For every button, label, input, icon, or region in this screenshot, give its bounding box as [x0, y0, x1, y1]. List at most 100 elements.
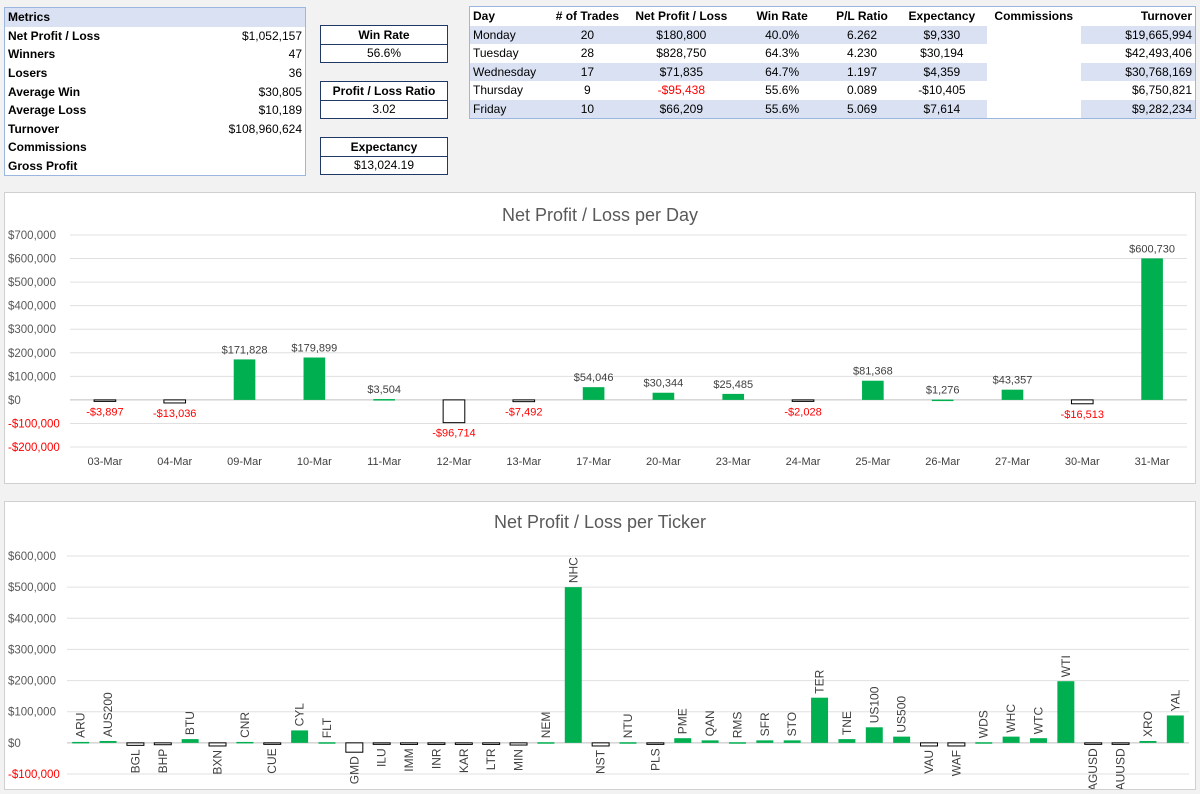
data-label: -$96,714	[432, 428, 475, 440]
bar	[537, 742, 555, 744]
bar	[1139, 740, 1157, 743]
day-cell-turnover: $6,750,821	[1131, 83, 1192, 98]
expectancy-box: Expectancy $13,024.19	[320, 137, 448, 175]
day-cell-turnover: $42,493,406	[1125, 46, 1192, 61]
chart-per-ticker-svg: Net Profit / Loss per Ticker -$100,000 $0 $…	[8, 512, 1189, 794]
x-tick-label: 04-Mar	[157, 456, 192, 468]
x-tick-label: CYL	[293, 703, 307, 727]
bar	[442, 399, 466, 424]
win-rate-title: Win Rate	[321, 26, 447, 45]
x-tick-label: 12-Mar	[437, 456, 472, 468]
data-label: $1,276	[926, 385, 960, 397]
bar	[791, 399, 815, 402]
win-rate-value: 56.6%	[366, 46, 402, 60]
metrics-row: Net Profit / Loss $1,052,157	[5, 27, 305, 46]
bar	[1057, 681, 1075, 743]
day-cell-day: Monday	[469, 25, 550, 44]
bar	[674, 738, 692, 743]
x-tick-label: 17-Mar	[576, 456, 611, 468]
y-tick-label: $300,000	[8, 644, 56, 656]
day-table-row: Tuesday 28 $828,750 64.3% 4.230 $30,194 $42,49…	[470, 44, 1196, 63]
x-tick-label: 26-Mar	[925, 456, 960, 468]
bar	[619, 742, 637, 744]
x-tick-label: CNR	[238, 712, 252, 738]
day-cell-win-rate: 55.6%	[737, 99, 828, 119]
expectancy-value: $13,024.19	[353, 158, 415, 172]
x-tick-label: 30-Mar	[1065, 456, 1100, 468]
x-tick-label: 27-Mar	[995, 456, 1030, 468]
x-tick-label: US500	[895, 696, 909, 733]
x-tick-label: XAGUSD	[1086, 748, 1100, 789]
x-tick-label: ARU	[74, 713, 88, 738]
metrics-label: Losers	[8, 66, 48, 81]
chart-per-day: Net Profit / Loss per Day -$200,000 -$100,…	[4, 192, 1196, 484]
y-tick-label: $600,000	[8, 254, 56, 266]
day-table-header: Commissions	[986, 6, 1081, 26]
x-tick-label: 11-Mar	[367, 456, 401, 468]
bar	[1002, 736, 1020, 743]
day-cell-turnover: $9,282,234	[1080, 99, 1196, 119]
bar	[482, 742, 501, 745]
y-tick-label: $0	[8, 395, 21, 407]
x-tick-label: WHC	[1004, 704, 1018, 733]
bar	[400, 742, 419, 745]
x-tick-label: KAR	[457, 748, 471, 773]
x-tick-label: 03-Mar	[87, 456, 122, 468]
metrics-label: Turnover	[8, 121, 60, 136]
metrics-header: Metrics	[5, 8, 305, 27]
x-tick-label: 23-Mar	[716, 456, 751, 468]
x-tick-label: TNE	[840, 711, 854, 735]
bar	[893, 736, 911, 743]
x-tick-label: TER	[813, 669, 827, 693]
data-label: $54,046	[574, 372, 614, 384]
day-table-header: Day	[469, 6, 550, 26]
day-cell-trades: 17	[549, 62, 626, 81]
x-tick-label: CUE	[265, 748, 279, 773]
day-cell-pl-ratio: 1.197	[827, 62, 897, 81]
day-cell-day: Friday	[469, 99, 550, 119]
x-tick-label: IMM	[402, 748, 416, 771]
bar	[920, 742, 939, 747]
day-summary-table: Day # of Trades Net Profit / Loss Win Rate P…	[469, 6, 1196, 119]
x-tick-label: 09-Mar	[227, 456, 262, 468]
metrics-label: Winners	[8, 47, 56, 62]
win-rate-box: Win Rate 56.6%	[320, 25, 448, 63]
day-table-header: Expectancy	[896, 6, 987, 26]
day-cell-pl-ratio: 5.069	[827, 99, 897, 119]
x-tick-label: 20-Mar	[646, 456, 681, 468]
x-tick-label: WTC	[1031, 707, 1045, 735]
x-tick-label: NST	[594, 749, 608, 774]
bar	[454, 742, 473, 745]
metrics-table: Metrics Net Profit / Loss $1,052,157 Winne…	[4, 7, 306, 177]
bar	[153, 742, 172, 746]
metrics-row: Turnover $108,960,624	[5, 120, 305, 139]
bar	[263, 742, 282, 745]
x-tick-label: FLT	[320, 717, 334, 738]
data-label: $171,828	[222, 344, 268, 356]
x-tick-label: 13-Mar	[506, 456, 541, 468]
metrics-value: 36	[288, 66, 302, 81]
bar	[163, 399, 187, 404]
data-label: $25,485	[713, 379, 753, 391]
y-tick-label: -$100,000	[8, 418, 60, 430]
data-label: -$7,492	[505, 407, 542, 419]
y-tick-label: -$200,000	[8, 442, 60, 454]
bar	[646, 742, 665, 745]
x-tick-label: BTU	[183, 711, 197, 735]
x-tick-label: XAUUSD	[1114, 748, 1128, 789]
x-tick-label: PME	[676, 708, 690, 734]
metrics-value: 47	[288, 47, 302, 62]
day-cell-commissions	[986, 99, 1081, 119]
data-label: $179,899	[291, 343, 337, 355]
y-tick-label: $100,000	[8, 371, 56, 383]
bar	[865, 727, 883, 743]
day-cell-expectancy: -$10,405	[918, 83, 966, 98]
bar	[722, 393, 745, 400]
chart-title: Net Profit / Loss per Day	[502, 205, 698, 225]
metrics-value: $30,805	[258, 84, 302, 99]
bar	[233, 359, 256, 400]
metrics-value: $108,960,624	[228, 121, 302, 136]
bar	[1141, 258, 1163, 400]
day-table-header: Turnover	[1080, 6, 1196, 26]
x-tick-label: 10-Mar	[297, 456, 332, 468]
